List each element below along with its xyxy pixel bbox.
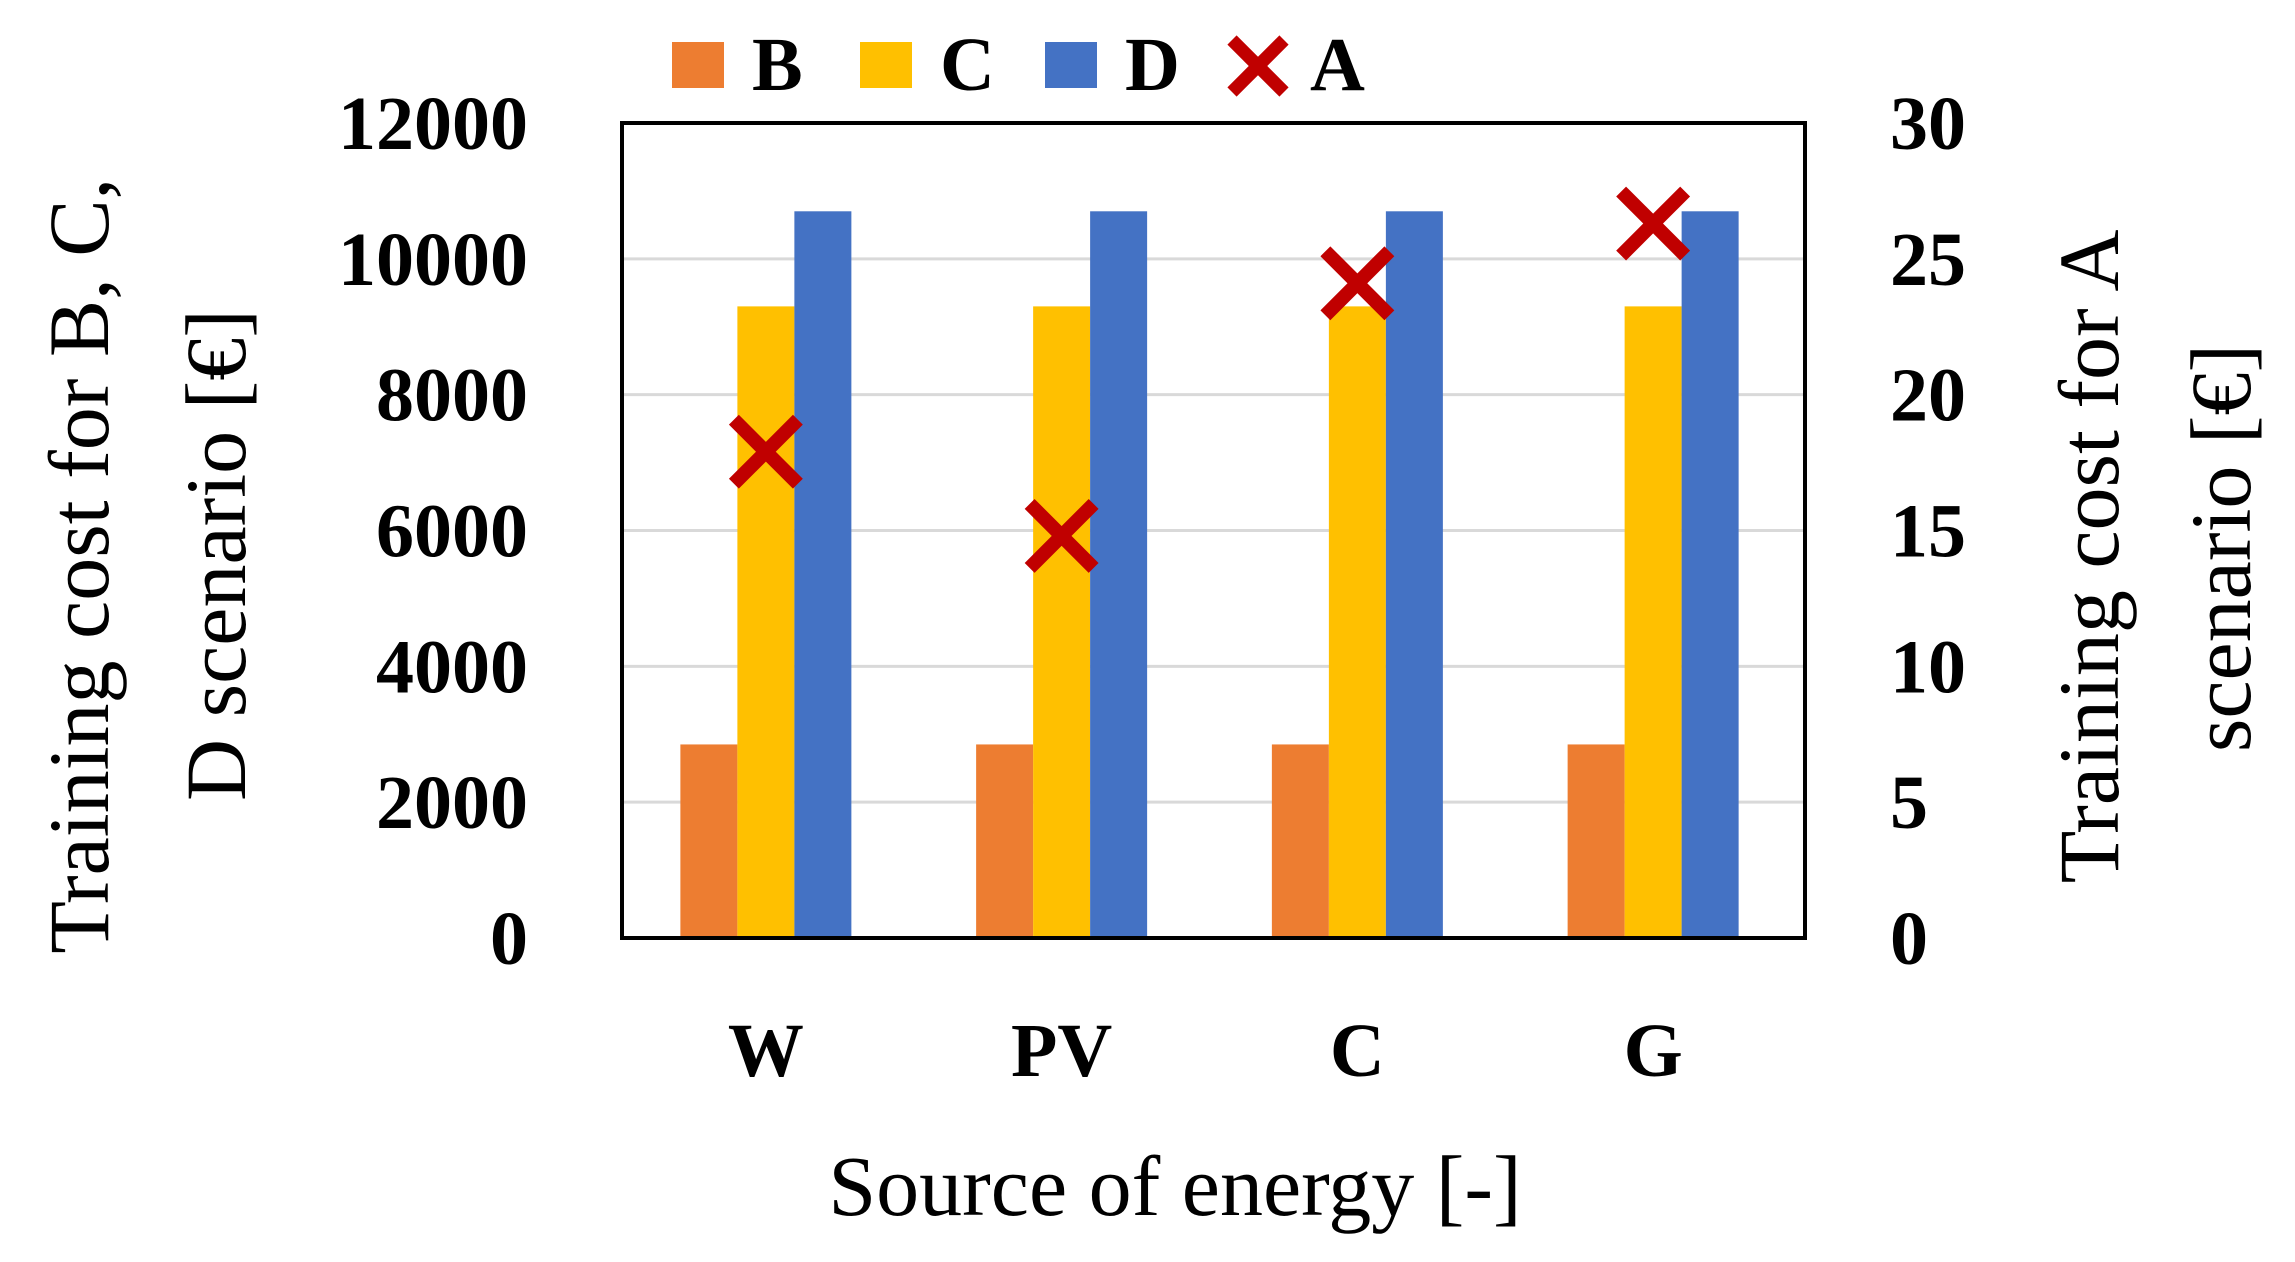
y-right-tick-label: 25 — [1890, 218, 1966, 302]
y-right-axis-title: Training cost for A scenario [€] — [2041, 213, 2269, 884]
x-axis-title: Source of energy [-] — [828, 1138, 1521, 1234]
y-right-tick-label: 20 — [1890, 354, 1966, 438]
x-category-label: C — [1330, 1009, 1385, 1093]
y-right-tick-label: 0 — [1890, 897, 1928, 981]
y-right-tick-label: 5 — [1890, 761, 1928, 845]
plot-frame — [620, 121, 1807, 940]
bar-C-G — [1624, 306, 1682, 938]
y-right-tick-label: 15 — [1890, 490, 1966, 574]
y-left-title-line-1: Training cost for B, C, — [31, 178, 127, 954]
legend-swatch — [860, 42, 912, 88]
y-left-tick-label: 8000 — [376, 354, 528, 438]
y-left-ticks: 0 2000 4000 6000 8000 10000 12000 — [338, 82, 528, 981]
x-category-label: G — [1624, 1009, 1683, 1093]
markers — [728, 186, 1691, 573]
y-left-tick-label: 4000 — [376, 625, 528, 709]
legend-item-A: A — [1227, 23, 1365, 107]
x-category-labels: W PV C G — [728, 1009, 1683, 1093]
bar-B-W — [680, 744, 738, 938]
y-right-ticks: 0 5 10 15 20 25 30 — [1890, 82, 1966, 981]
bar-B-PV — [976, 744, 1034, 938]
legend-label: D — [1125, 23, 1180, 107]
y-left-axis-title: Training cost for B, C, D scenario [€] — [31, 156, 264, 953]
legend-x-marker — [1227, 35, 1289, 97]
marker-A-C — [1320, 246, 1395, 321]
y-left-title-line-2: D scenario [€] — [168, 309, 264, 801]
marker-A-G — [1616, 186, 1691, 261]
legend-swatch — [1045, 42, 1097, 88]
bar-D-W — [794, 211, 852, 938]
legend-item-D: D — [1045, 23, 1180, 107]
legend-label: C — [940, 23, 995, 107]
bar-B-G — [1567, 744, 1625, 938]
y-left-tick-label: 10000 — [338, 218, 528, 302]
bar-D-C — [1385, 211, 1443, 938]
legend-swatch — [672, 42, 724, 88]
y-left-tick-label: 6000 — [376, 490, 528, 574]
marker-A-PV — [1024, 498, 1099, 573]
y-right-title-line-1: Training cost for A — [2041, 230, 2137, 884]
marker-A-W — [728, 414, 803, 489]
x-category-label: W — [728, 1009, 804, 1093]
y-right-tick-label: 10 — [1890, 625, 1966, 709]
legend-item-C: C — [860, 23, 995, 107]
legend-label: A — [1310, 23, 1365, 107]
y-left-tick-label: 2000 — [376, 761, 528, 845]
bar-C-W — [737, 306, 795, 938]
y-right-tick-label: 30 — [1890, 82, 1966, 166]
legend-label: B — [752, 23, 803, 107]
bar-B-C — [1271, 744, 1329, 938]
bar-C-C — [1328, 306, 1386, 938]
y-left-tick-label: 0 — [490, 897, 528, 981]
y-right-title-line-2: scenario [€] — [2173, 344, 2269, 752]
y-left-tick-label: 12000 — [338, 82, 528, 166]
bar-D-PV — [1090, 211, 1148, 938]
bar-C-PV — [1033, 306, 1091, 938]
bar-D-G — [1681, 211, 1739, 938]
legend-item-B: B — [672, 23, 803, 107]
bars — [680, 211, 1739, 938]
x-category-label: PV — [1011, 1009, 1112, 1093]
